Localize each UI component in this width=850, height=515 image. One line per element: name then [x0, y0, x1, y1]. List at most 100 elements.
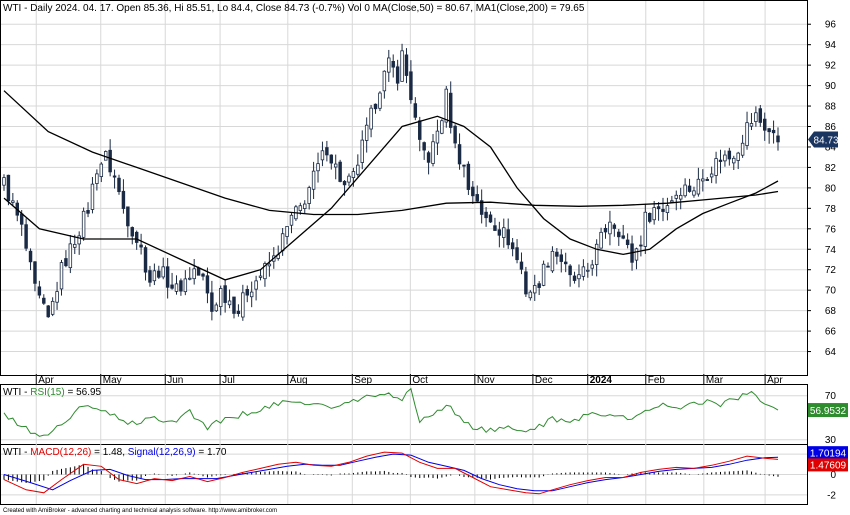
candle-body [333, 163, 338, 168]
candle-body [440, 120, 444, 134]
candle-body [210, 292, 214, 312]
candle-body [46, 305, 50, 318]
macd-tick-label: -2 [827, 490, 836, 501]
candle-body [117, 177, 121, 193]
rsi-header-value: = 56.95 [65, 387, 102, 398]
candle-body [170, 284, 174, 289]
candle-body [767, 128, 771, 133]
price-tick-label: 74 [825, 245, 837, 256]
candle-body [280, 233, 285, 252]
macd-panel [0, 444, 808, 505]
price-tick-label: 86 [825, 122, 837, 133]
month-label: Aug [290, 375, 308, 386]
candle-body [373, 103, 378, 110]
candle-body [479, 200, 484, 215]
candle-body [453, 125, 457, 144]
price-tick-label: 96 [825, 20, 837, 31]
rsi-value-label: 56.9532 [810, 406, 847, 417]
candle-body [555, 251, 559, 257]
candle-body [740, 142, 745, 156]
price-tick-label: 76 [825, 224, 837, 235]
candle-body [254, 280, 258, 290]
macd-line [3, 451, 779, 495]
candle-body [152, 270, 157, 282]
candle-body [19, 213, 24, 225]
candle-body [661, 208, 665, 212]
candle-body [701, 178, 705, 182]
candle-body [86, 210, 90, 214]
candle-body [325, 147, 329, 156]
candle-body [77, 235, 81, 245]
price-tick-label: 68 [825, 306, 837, 317]
candle-body [99, 163, 104, 177]
price-tick-label: 92 [825, 61, 837, 72]
candle-body [736, 152, 740, 161]
candle-body [683, 184, 687, 197]
candle-body [214, 304, 219, 312]
candle-body [55, 291, 59, 303]
price-tick-label: 80 [825, 183, 837, 194]
candle-body [192, 268, 196, 280]
candle-body [241, 292, 245, 318]
candle-body [218, 288, 223, 308]
candle-body [488, 214, 493, 223]
candle-body [174, 283, 179, 292]
month-label: Nov [477, 375, 495, 386]
candle-body [329, 154, 334, 164]
candle-body [639, 244, 643, 247]
candle-body [594, 243, 599, 265]
candle-body [754, 112, 758, 122]
candle-body [732, 157, 736, 164]
month-label: Oct [412, 375, 428, 386]
candle-body [448, 92, 453, 128]
candle-body [709, 173, 714, 178]
candle-body [515, 247, 519, 261]
macd-tick-label: 0 [830, 470, 836, 481]
candle-body [471, 186, 475, 197]
candle-body [533, 285, 537, 294]
price-tick-label: 94 [825, 40, 837, 51]
candle-body [404, 54, 409, 76]
candle-body [572, 275, 577, 281]
candle-body [311, 170, 316, 190]
candle-body [382, 70, 387, 92]
candle-body [245, 289, 249, 296]
candle-body [652, 207, 656, 221]
candle-body [42, 297, 46, 304]
candle-body [364, 124, 369, 141]
candle-body [68, 243, 73, 269]
candle-body [188, 277, 192, 280]
candle-body [665, 205, 670, 214]
month-label: Dec [535, 375, 553, 386]
month-label: Mar [706, 375, 724, 386]
rsi-tick-label: 30 [825, 435, 837, 446]
candle-body [50, 300, 55, 315]
price-tick-label: 88 [825, 102, 837, 113]
candle-body [528, 291, 533, 299]
candle-body [64, 258, 68, 267]
candle-body [577, 274, 581, 280]
footer-credit: Created with AmiBroker - advanced charti… [3, 508, 277, 514]
candle-body [179, 280, 183, 292]
candle-body [320, 150, 325, 161]
candle-body [205, 275, 210, 294]
rsi-line [3, 387, 779, 437]
candle-body [316, 163, 320, 172]
candle-body [409, 71, 413, 101]
candle-body [134, 231, 139, 243]
rsi-header-prefix: WTI - [3, 387, 30, 398]
candle-body [285, 226, 289, 237]
candle-body [581, 266, 586, 277]
price-tick-label: 90 [825, 81, 837, 92]
price-tick-label: 66 [825, 327, 837, 338]
rsi-header: WTI - RSI(15) = 56.95 [3, 387, 102, 398]
candle-body [342, 180, 347, 186]
candle-body [714, 158, 718, 176]
candle-body [475, 194, 479, 202]
candle-body [90, 183, 95, 210]
candle-body [143, 247, 148, 273]
macd-header: WTI - MACD(12,26) = 1.48, Signal(12,26,9… [3, 447, 227, 458]
candle-body [2, 177, 6, 186]
candle-body [612, 224, 617, 229]
candle-body [506, 229, 510, 246]
